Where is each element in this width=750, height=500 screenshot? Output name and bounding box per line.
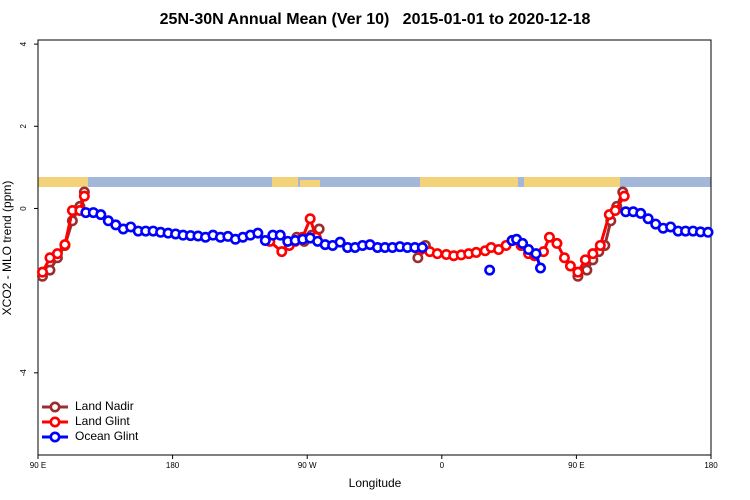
x-tick-label: 180: [704, 461, 718, 470]
data-point: [36, 266, 48, 278]
data-point: [564, 260, 576, 272]
data-point: [470, 246, 482, 258]
data-point: [59, 239, 71, 251]
data-point: [618, 190, 630, 202]
data-point: [581, 264, 593, 276]
data-point: [635, 207, 647, 219]
legend-label: Ocean Glint: [75, 429, 139, 443]
data-point: [276, 246, 288, 258]
data-point: [558, 252, 570, 264]
y-axis-title: XCO2 - MLO trend (ppm): [0, 181, 14, 316]
x-tick-label: 90 E: [568, 461, 584, 470]
data-point: [702, 226, 714, 238]
data-point: [579, 254, 591, 266]
y-tick-label: 4: [19, 41, 28, 46]
data-point: [304, 213, 316, 225]
data-point: [642, 213, 654, 225]
data-point: [572, 266, 584, 278]
data-point: [484, 264, 496, 276]
data-point: [431, 248, 443, 260]
data-point: [609, 205, 621, 217]
x-axis-title: Longitude: [349, 476, 402, 490]
data-point: [259, 235, 271, 247]
land-strip: [272, 177, 298, 187]
data-point: [535, 262, 547, 274]
land-strip: [420, 177, 518, 187]
plot-frame: [37, 39, 712, 456]
data-point: [78, 190, 90, 202]
data-point: [51, 248, 63, 260]
data-point: [95, 209, 107, 221]
y-tick-label: 2: [19, 124, 28, 129]
data-point: [587, 248, 599, 260]
legend-marker: [49, 431, 61, 443]
x-tick-label: 90 W: [298, 461, 317, 470]
land-strip: [524, 177, 620, 187]
y-tick-label: -4: [19, 369, 28, 377]
chart-title: 25N-30N Annual Mean (Ver 10) 2015-01-01 …: [160, 11, 591, 28]
y-tick-label: 0: [19, 206, 28, 211]
land-strip: [38, 177, 88, 187]
data-point: [551, 237, 563, 249]
data-point: [594, 239, 606, 251]
legend-label: Land Glint: [75, 414, 130, 428]
x-tick-label: 180: [166, 461, 180, 470]
legend-marker: [49, 416, 61, 428]
land-ocean-strip: [38, 177, 711, 187]
land-strip: [300, 180, 320, 187]
data-point: [252, 227, 264, 239]
x-tick-label: 90 E: [30, 461, 46, 470]
data-point: [334, 236, 346, 248]
legend-label: Land Nadir: [75, 399, 134, 413]
legend-marker: [49, 401, 61, 413]
x-tick-label: 0: [440, 461, 445, 470]
data-point: [274, 229, 286, 241]
data-point: [517, 237, 529, 249]
data-point: [543, 231, 555, 243]
ocean-strip: [38, 177, 711, 187]
plot-marks: [36, 186, 714, 282]
data-point: [530, 248, 542, 260]
data-point: [416, 242, 428, 254]
